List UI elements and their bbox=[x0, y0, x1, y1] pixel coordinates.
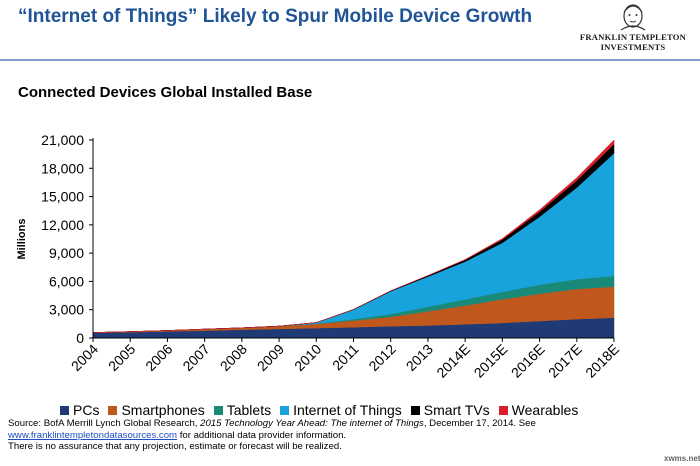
x-tick-label: 2011 bbox=[329, 341, 362, 374]
source-line-2: www.franklintempletondatasources.com for… bbox=[8, 430, 628, 442]
legend-swatch-iot bbox=[280, 405, 290, 415]
x-tick-label: 2007 bbox=[179, 341, 212, 374]
data-sources-link[interactable]: www.franklintempletondatasources.com bbox=[8, 429, 178, 441]
legend-swatch-smartphones bbox=[108, 405, 118, 415]
source-line-3: There is no assurance that any projectio… bbox=[8, 441, 342, 452]
legend-item-smart-tvs: Smart TVs bbox=[410, 402, 490, 418]
chart-legend: PCs Smartphones Tablets Internet of Thin… bbox=[60, 402, 587, 418]
x-tick-label: 2016E bbox=[508, 341, 548, 381]
x-tick-label: 2013 bbox=[403, 341, 436, 374]
y-tick-label: 21,000 bbox=[41, 132, 84, 148]
legend-label-iot: Internet of Things bbox=[293, 402, 402, 418]
x-tick-label: 2005 bbox=[105, 341, 138, 374]
watermark: xwms.net bbox=[664, 454, 700, 463]
series-area-wearables bbox=[92, 139, 615, 333]
source-date: , December 17, 2014. See bbox=[423, 418, 536, 429]
legend-item-smartphones: Smartphones bbox=[108, 402, 205, 418]
logo-line1: FRANKLIN TEMPLETON bbox=[579, 32, 687, 42]
x-tick-label: 2004 bbox=[68, 341, 101, 374]
legend-item-wearables: Wearables bbox=[498, 402, 579, 418]
legend-label-tablets: Tablets bbox=[226, 402, 272, 418]
x-tick-label: 2006 bbox=[142, 341, 175, 374]
legend-item-iot: Internet of Things bbox=[280, 402, 402, 418]
source-link-suffix: for additional data provider information… bbox=[177, 429, 347, 441]
chart-subtitle: Connected Devices Global Installed Base bbox=[18, 84, 313, 101]
y-tick-label: 6,000 bbox=[49, 273, 84, 289]
x-tick-label: 2012 bbox=[365, 341, 398, 374]
franklin-portrait-icon bbox=[620, 4, 646, 31]
source-line-1: Source: BofA Merrill Lynch Global Resear… bbox=[8, 418, 628, 430]
y-tick-label: 0 bbox=[76, 330, 84, 346]
y-tick-label: 12,000 bbox=[41, 217, 84, 233]
logo-line2: INVESTMENTS bbox=[600, 42, 666, 52]
x-tick-label: 2018E bbox=[582, 341, 622, 381]
y-tick-label: 9,000 bbox=[49, 245, 84, 261]
source-prefix: Source: BofA Merrill Lynch Global Resear… bbox=[8, 418, 201, 429]
x-tick-label: 2010 bbox=[291, 341, 324, 374]
legend-item-tablets: Tablets bbox=[213, 402, 272, 418]
legend-label-pcs: PCs bbox=[73, 402, 100, 418]
source-report-title: 2015 Technology Year Ahead: The internet… bbox=[200, 418, 424, 429]
y-tick-label: 3,000 bbox=[49, 302, 84, 318]
legend-swatch-wearables bbox=[498, 405, 508, 415]
x-tick-label: 2008 bbox=[217, 341, 250, 374]
legend-swatch-tablets bbox=[213, 405, 223, 415]
legend-item-pcs: PCs bbox=[60, 402, 99, 418]
page-title: “Internet of Things” Likely to Spur Mobi… bbox=[18, 6, 533, 27]
x-tick-label: 2015E bbox=[471, 341, 511, 381]
y-axis-label: Millions bbox=[16, 219, 28, 260]
legend-label-smart-tvs: Smart TVs bbox=[423, 402, 490, 418]
y-tick-label: 18,000 bbox=[41, 160, 84, 176]
x-tick-label: 2017E bbox=[545, 341, 585, 381]
area-chart: 0 3,000 6,000 9,000 12,000 15,000 18,000 21,000… bbox=[16, 132, 622, 381]
legend-swatch-pcs bbox=[60, 405, 69, 415]
y-tick-label: 15,000 bbox=[41, 189, 84, 205]
legend-label-wearables: Wearables bbox=[511, 402, 579, 418]
legend-label-smartphones: Smartphones bbox=[121, 402, 205, 418]
legend-swatch-smart-tvs bbox=[410, 405, 420, 415]
x-tick-label: 2009 bbox=[254, 341, 287, 374]
source-note: Source: BofA Merrill Lynch Global Resear… bbox=[8, 418, 628, 453]
x-tick-label: 2014E bbox=[433, 341, 473, 381]
header-divider bbox=[0, 59, 700, 61]
